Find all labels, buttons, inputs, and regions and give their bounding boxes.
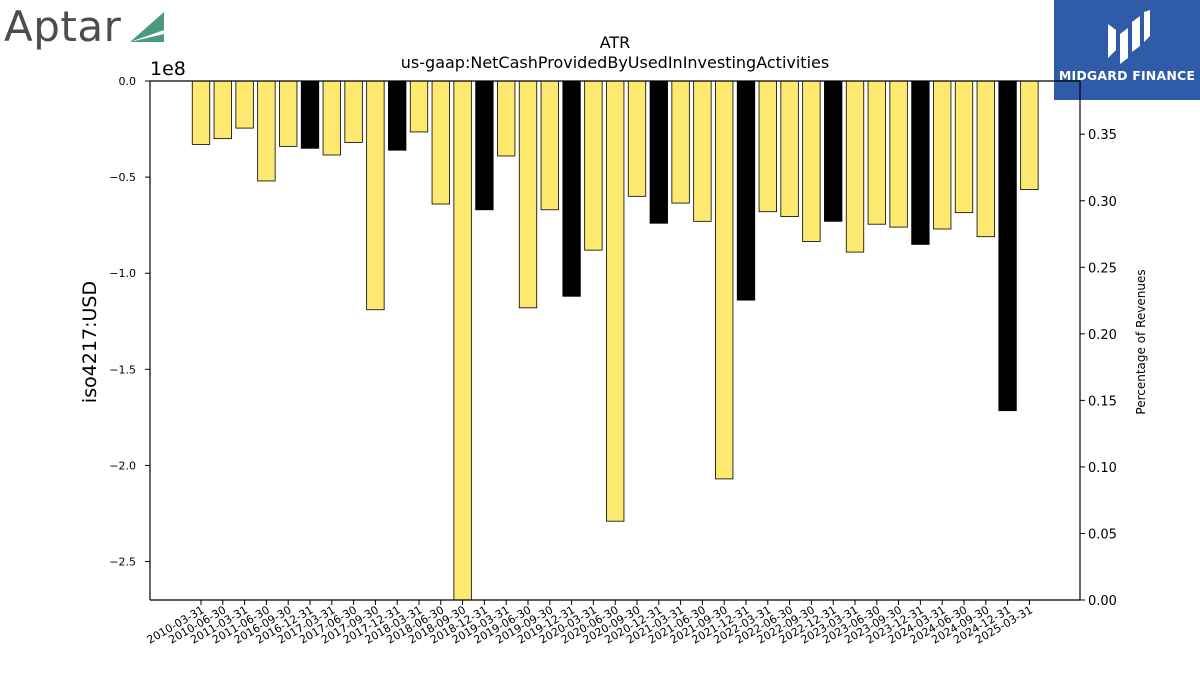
bar-2022-06-30 bbox=[780, 80, 799, 217]
bar-2020-06-30 bbox=[606, 80, 625, 522]
bar-2023-03-31 bbox=[845, 80, 865, 253]
bar-2021-09-30 bbox=[715, 80, 734, 480]
bar-2018-03-31 bbox=[409, 80, 429, 133]
bar-2022-09-30 bbox=[802, 80, 821, 242]
bar-2024-06-30 bbox=[954, 80, 974, 214]
bar-2025-03-31 bbox=[1020, 80, 1039, 191]
bar-2023-12-31 bbox=[911, 80, 930, 245]
bar-2023-09-30 bbox=[889, 80, 908, 228]
bar-2019-03-31 bbox=[497, 80, 516, 157]
bar-2011-06-30 bbox=[257, 80, 276, 182]
bar-series bbox=[191, 80, 1039, 601]
y2-tick-label: 0.10 bbox=[1088, 461, 1117, 476]
bar-2019-06-30 bbox=[518, 80, 538, 309]
bar-2020-03-31 bbox=[584, 80, 603, 251]
bar-2022-03-31 bbox=[758, 80, 777, 213]
bar-2017-03-31 bbox=[322, 80, 341, 156]
bar-2017-12-31 bbox=[388, 80, 407, 151]
bar-2010-06-30 bbox=[213, 80, 232, 140]
bar-2020-09-30 bbox=[627, 80, 647, 197]
y-tick-label: 0.0 bbox=[119, 75, 137, 88]
bar-2024-03-31 bbox=[933, 80, 952, 230]
bar-2020-12-31 bbox=[649, 80, 668, 224]
y2-tick-label: 0.00 bbox=[1088, 594, 1117, 609]
bar-2016-12-31 bbox=[300, 80, 320, 149]
y2-tick-label: 0.25 bbox=[1088, 261, 1117, 276]
y2-tick-label: 0.20 bbox=[1088, 328, 1117, 343]
plot-frame bbox=[149, 80, 1081, 601]
y2-tick-label: 0.15 bbox=[1088, 394, 1117, 409]
x-axis: 2010-03-312010-06-302011-03-312011-06-30… bbox=[145, 600, 1035, 647]
midgard-mark-icon bbox=[1108, 10, 1150, 64]
bar-2021-12-31 bbox=[736, 80, 756, 301]
y-axis-offset-label: 1e8 bbox=[150, 58, 186, 80]
bar-2017-09-30 bbox=[366, 80, 385, 311]
y-tick-label: −1.5 bbox=[109, 363, 136, 376]
bar-2016-09-30 bbox=[279, 80, 298, 147]
bar-2021-03-31 bbox=[671, 80, 690, 204]
y-axis-title: iso4217:USD bbox=[79, 281, 101, 403]
bar-2011-03-31 bbox=[235, 80, 254, 129]
y2-tick-label: 0.05 bbox=[1088, 527, 1117, 542]
aptar-wordmark: Aptar bbox=[4, 2, 122, 51]
bar-2024-12-31 bbox=[998, 80, 1017, 412]
y2-tick-label: 0.35 bbox=[1088, 128, 1117, 143]
midgard-finance-logo: MIDGARD FINANCE bbox=[1054, 0, 1200, 100]
aptar-leaf-icon bbox=[130, 11, 165, 42]
bar-2019-12-31 bbox=[562, 80, 581, 297]
bar-2017-06-30 bbox=[344, 80, 363, 143]
bar-2019-09-30 bbox=[540, 80, 559, 211]
bar-2022-12-31 bbox=[824, 80, 843, 222]
midgard-wordmark: MIDGARD FINANCE bbox=[1058, 68, 1196, 83]
y2-axis-title: Percentage of Revenues bbox=[1134, 269, 1148, 414]
bar-2010-03-31 bbox=[191, 80, 211, 145]
y-tick-label: −0.5 bbox=[109, 171, 136, 184]
bar-2018-06-30 bbox=[431, 80, 450, 205]
bar-2021-06-30 bbox=[693, 80, 712, 222]
bar-2018-09-30 bbox=[453, 80, 472, 601]
bar-2018-12-31 bbox=[475, 80, 494, 211]
y-tick-label: −1.0 bbox=[109, 267, 136, 280]
y2-tick-label: 0.30 bbox=[1088, 195, 1117, 210]
y2-axis: 0.00 0.05 0.10 0.15 0.20 0.25 0.30 0.35 bbox=[1080, 128, 1117, 609]
y-tick-label: −2.5 bbox=[109, 556, 136, 569]
chart-title: ATR bbox=[600, 33, 631, 52]
bar-2023-06-30 bbox=[867, 80, 886, 225]
chart-subtitle: us-gaap:NetCashProvidedByUsedInInvesting… bbox=[401, 53, 829, 72]
bar-2024-09-30 bbox=[976, 80, 995, 238]
aptar-logo: Aptar bbox=[4, 2, 167, 51]
y-axis: 0.0 −0.5 −1.0 −1.5 −2.0 −2.5 bbox=[109, 75, 150, 569]
y-tick-label: −2.0 bbox=[109, 459, 136, 472]
